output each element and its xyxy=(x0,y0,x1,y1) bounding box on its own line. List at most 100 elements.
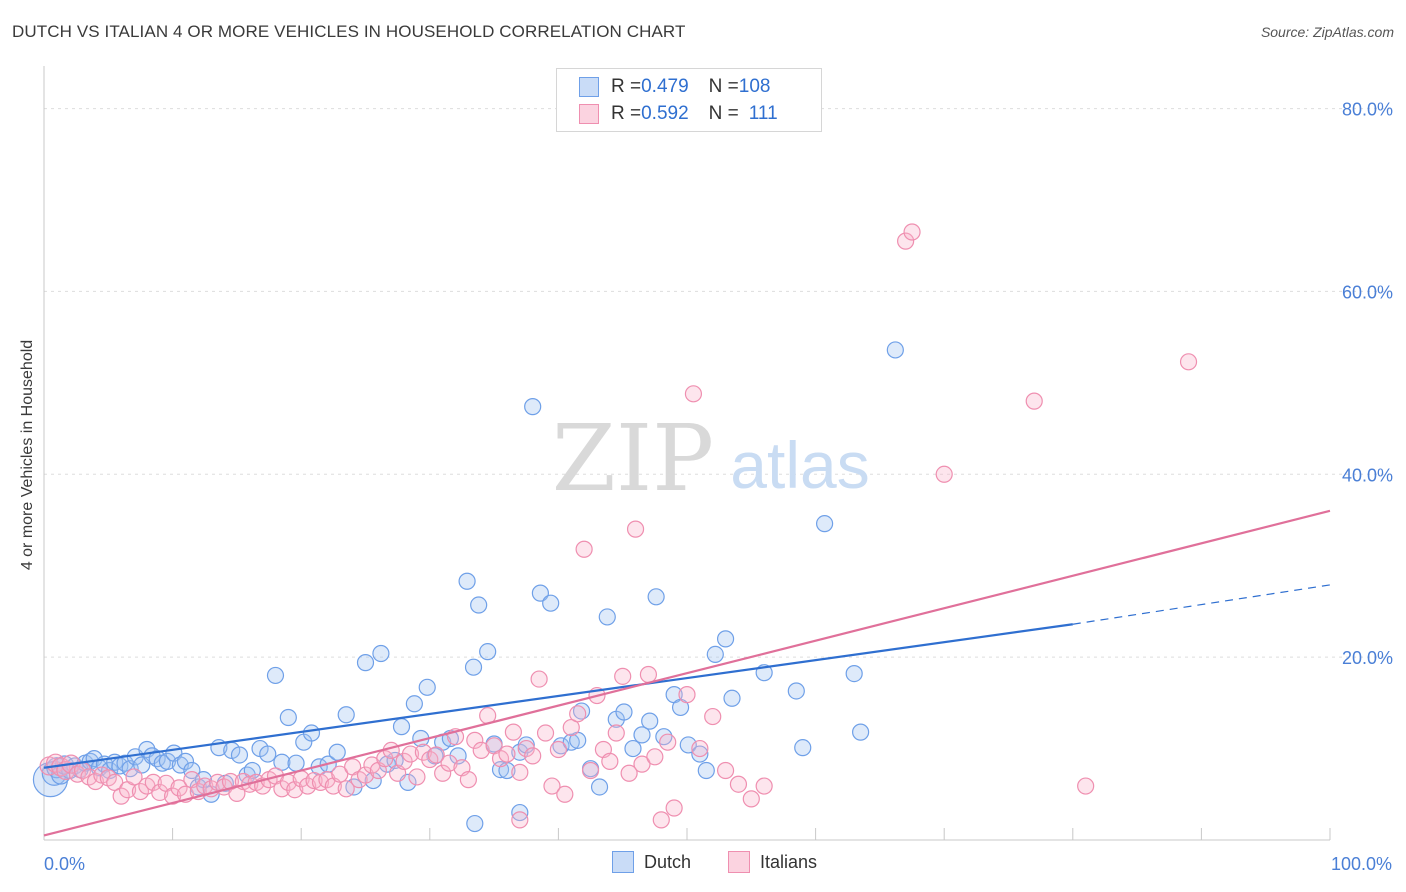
italians-point xyxy=(459,771,477,789)
italians-point xyxy=(144,773,162,792)
italians-legend-swatch xyxy=(728,851,750,873)
italians-point xyxy=(639,665,658,684)
italians-point xyxy=(170,779,188,797)
r-value: 0.479 xyxy=(641,76,689,97)
dutch-point xyxy=(176,752,195,770)
dutch-point xyxy=(852,723,870,741)
x-tick-label: 100.0% xyxy=(1331,854,1392,874)
italians-point xyxy=(575,540,593,558)
legend: Dutch Italians xyxy=(0,851,1406,877)
legend-item-dutch[interactable]: Dutch xyxy=(612,851,691,873)
watermark: ZIP atlas xyxy=(552,405,870,512)
dutch-point xyxy=(279,708,297,727)
trend-lines xyxy=(43,509,1331,837)
dutch-point xyxy=(615,703,633,721)
y-tick-label: 60.0% xyxy=(1342,282,1393,302)
italians-point xyxy=(652,811,670,829)
italians-point xyxy=(536,724,555,742)
legend-label: Italians xyxy=(760,851,818,872)
italians-point xyxy=(659,733,677,751)
r-label: R = xyxy=(611,103,642,124)
dutch-point xyxy=(590,778,609,796)
italians-point xyxy=(511,811,529,829)
dutch-point xyxy=(183,761,201,780)
dutch-point xyxy=(372,644,390,663)
dutch-point xyxy=(542,594,560,612)
italians-point xyxy=(678,686,696,704)
italians-point xyxy=(633,755,651,773)
italians-point xyxy=(401,745,420,763)
dutch-point xyxy=(273,753,291,771)
italians-point xyxy=(106,773,124,792)
dutch-point xyxy=(148,750,166,768)
dutch-point xyxy=(337,706,355,724)
italians-point xyxy=(86,772,105,791)
italians-point xyxy=(626,520,645,538)
data-points xyxy=(32,223,1198,833)
italians-point xyxy=(716,761,735,780)
y-tick-label: 20.0% xyxy=(1342,648,1393,668)
italians-point xyxy=(614,667,632,685)
italians-point xyxy=(691,739,709,758)
italians-point xyxy=(601,752,619,770)
italians-point xyxy=(305,771,323,790)
italians-point xyxy=(286,781,304,799)
italians-point xyxy=(356,766,375,784)
italians-point xyxy=(607,724,625,742)
italians-point xyxy=(466,731,484,749)
italians-point xyxy=(440,754,458,772)
dutch-point xyxy=(517,736,535,754)
italians-point xyxy=(434,764,452,782)
italians-point xyxy=(549,740,568,759)
dutch-trend-extension xyxy=(1072,584,1331,625)
n-value: 108 xyxy=(738,76,771,97)
dutch-point xyxy=(458,572,476,590)
italians-point xyxy=(665,799,683,817)
italians-point xyxy=(646,748,664,766)
italians-point xyxy=(569,705,587,723)
chart-title: DUTCH VS ITALIAN 4 OR MORE VEHICLES IN H… xyxy=(12,22,686,41)
dutch-point xyxy=(259,745,277,763)
italians-point xyxy=(498,745,516,763)
italians-point xyxy=(704,707,722,726)
dutch-point xyxy=(418,678,436,696)
italians-point xyxy=(903,223,921,241)
dutch-point xyxy=(356,654,375,672)
tick-labels: 20.0% 40.0% 60.0% 80.0% 0.0% 100.0% xyxy=(44,100,1393,874)
stats-box: R = 0.479 N = 108 R = 0.592 N = 111 xyxy=(556,68,822,132)
dutch-point xyxy=(466,814,484,833)
dutch-point xyxy=(706,645,724,664)
italians-point xyxy=(562,718,580,737)
dutch-swatch xyxy=(579,77,599,97)
dutch-trend-line xyxy=(43,623,1073,769)
dutch-point xyxy=(562,733,580,751)
legend-label: Dutch xyxy=(644,851,692,872)
dutch-point xyxy=(624,739,642,758)
dutch-point xyxy=(405,695,423,713)
y-tick-label: 40.0% xyxy=(1342,465,1393,485)
dutch-point xyxy=(266,666,285,685)
dutch-point xyxy=(647,588,665,606)
italians-point xyxy=(1179,353,1198,371)
x-tick-label: 0.0% xyxy=(44,854,85,874)
italians-point xyxy=(543,777,561,795)
italians-point xyxy=(382,741,400,760)
dutch-point xyxy=(723,689,741,707)
italians-point xyxy=(556,785,574,803)
axes xyxy=(43,66,1331,841)
italians-point xyxy=(729,775,748,793)
dutch-point xyxy=(886,341,904,359)
italians-point xyxy=(112,787,130,805)
dutch-point xyxy=(328,743,346,761)
italians-point xyxy=(1077,777,1095,795)
legend-item-italians[interactable]: Italians xyxy=(728,851,817,873)
r-label: R = xyxy=(611,76,642,97)
dutch-point xyxy=(845,664,863,683)
italians-point xyxy=(151,783,169,802)
italians-point xyxy=(125,768,143,786)
italians-point xyxy=(511,763,529,781)
italians-point xyxy=(684,385,703,403)
italians-point xyxy=(620,764,638,782)
italians-point xyxy=(581,761,600,780)
